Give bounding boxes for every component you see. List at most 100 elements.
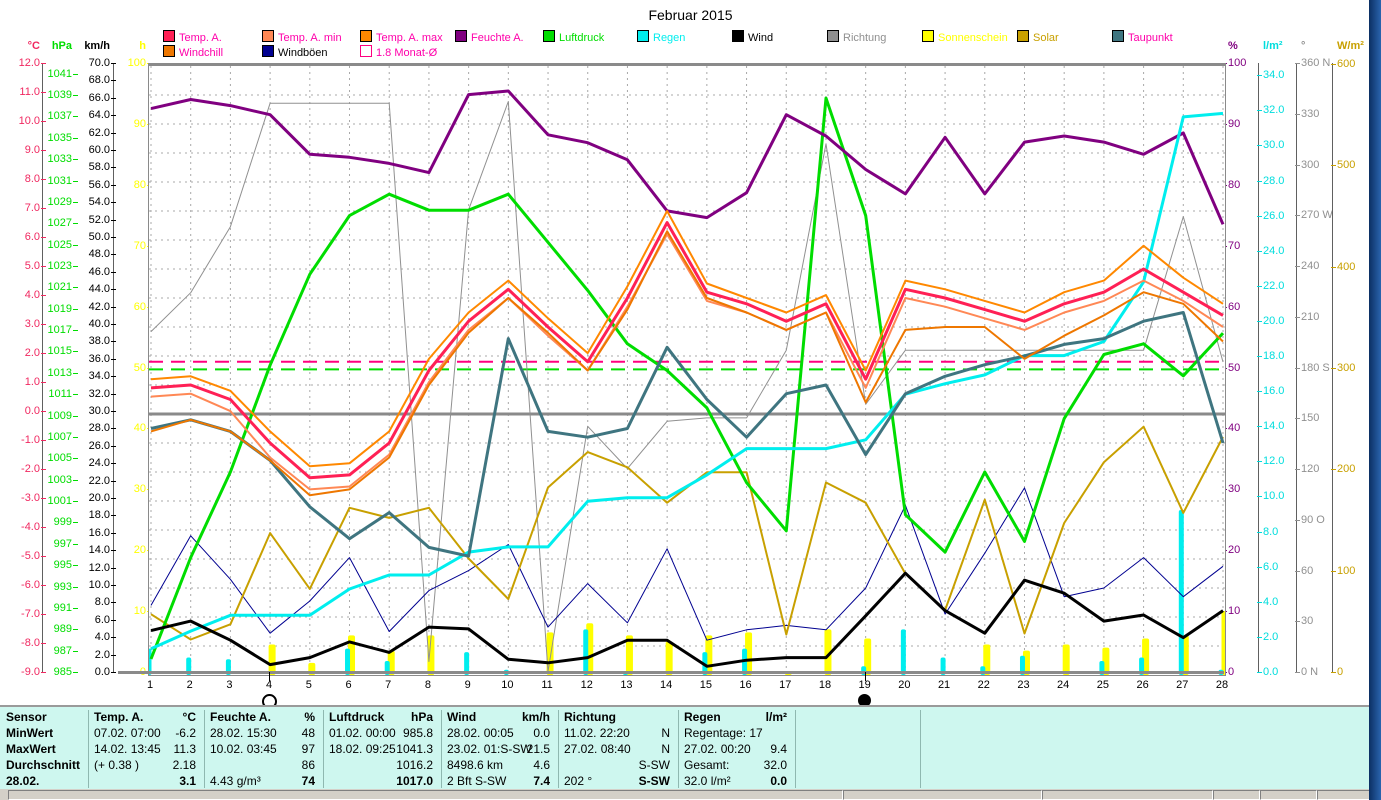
- axis-tick-dir: 0 N: [1301, 666, 1319, 678]
- axis-tick-temp: 11.0: [19, 86, 40, 98]
- axis-tick-wind: 26.0: [88, 439, 110, 452]
- axis-tick-press: 999: [53, 516, 72, 529]
- axis-tick-press: 1011: [48, 388, 72, 401]
- series-wind: [150, 571, 1224, 668]
- axis-tick-sun: 80: [133, 178, 146, 191]
- axis-tickmark-wind: [111, 463, 116, 465]
- x-axis-day-label: 17: [779, 679, 792, 691]
- axis-tickmark-press: [73, 287, 78, 289]
- series-solar: [150, 425, 1224, 641]
- axis-tick-temp: -5.0: [21, 550, 40, 562]
- axis-tick-rain: 0.0: [1263, 666, 1279, 678]
- axis-tickmark-wind: [111, 167, 116, 169]
- axis-tick-temp: 10.0: [18, 115, 40, 127]
- table-cell-text: 01.02. 00:00: [329, 726, 396, 740]
- axis-tick-hum: 10: [1228, 605, 1241, 618]
- x-axis-day-label: 5: [305, 679, 312, 691]
- table-header-richtung: Richtung: [564, 710, 616, 724]
- axis-tickmark-wind: [111, 202, 116, 204]
- axis-tickmark-wind: [111, 376, 116, 378]
- axis-tick-wind: 10.0: [88, 579, 110, 591]
- axis-tickmark-wind: [111, 445, 116, 447]
- axis-tickmark-solar: [1331, 368, 1336, 369]
- axis-tickmark-rain: [1257, 531, 1262, 533]
- axis-tickmark-wind: [111, 480, 116, 482]
- axis-tick-press: 1007: [47, 430, 72, 443]
- axis-tickmark-dir: [1295, 215, 1300, 217]
- axis-tickmark-press: [73, 159, 78, 161]
- axis-tick-wind: 52.0: [88, 213, 110, 226]
- legend-item-regen: Regen: [637, 30, 685, 44]
- table-cell-text: 8498.6 km: [447, 758, 504, 772]
- axis-tick-wind: 40.0: [88, 318, 110, 330]
- axis-tick-press: 1017: [47, 324, 72, 337]
- axis-tick-wind: 32.0: [88, 387, 110, 400]
- bar-regen: [345, 648, 351, 675]
- axis-tick-press: 1033: [47, 153, 72, 166]
- axis-tick-press: 1001: [47, 495, 72, 508]
- x-axis-baseline: [118, 671, 1224, 674]
- table-cell-value: 11.3: [173, 742, 196, 756]
- x-axis-day-label: 28: [1215, 679, 1229, 691]
- axis-tickmark-press: [73, 650, 78, 652]
- axis-tickmark-temp: [41, 63, 46, 64]
- series-temp-a-: [150, 221, 1224, 480]
- bar-regen: [900, 629, 906, 675]
- axis-tickmark-wind: [111, 672, 116, 673]
- table-column-separator: [558, 710, 559, 788]
- status-bar-panel-1: [8, 790, 843, 800]
- legend-swatch-icon: [262, 30, 274, 42]
- x-axis-day-label: 21: [937, 679, 951, 691]
- axis-tick-press: 1039: [47, 89, 72, 102]
- axis-tickmark-wind: [111, 132, 116, 134]
- axis-tick-rain: 12.0: [1263, 455, 1285, 468]
- axis-tick-press: 1021: [47, 281, 72, 294]
- x-axis-day-label: 10: [501, 679, 514, 691]
- table-cell-text: 202 °: [564, 774, 593, 788]
- x-axis-day-label: 18: [818, 679, 832, 691]
- axis-tick-temp: 8.0: [24, 173, 40, 185]
- bar-sonnenschein: [864, 638, 872, 675]
- axis-tick-rain: 30.0: [1263, 139, 1285, 152]
- x-axis-day-label: 16: [739, 679, 752, 691]
- legend-label: Windchill: [179, 47, 224, 59]
- table-row-label: 28.02.: [6, 774, 40, 788]
- axis-tickmark-rain: [1257, 356, 1262, 358]
- axis-tick-solar: 500: [1337, 159, 1356, 172]
- axis-tickmark-press: [73, 501, 78, 503]
- axis-tickmark-temp: [41, 179, 46, 180]
- weather-chart-canvas: [146, 66, 1229, 675]
- axis-line-temp: [42, 63, 43, 672]
- axis-tick-sun: 30: [133, 483, 146, 496]
- table-cell-text: 4.43 g/m³: [210, 774, 261, 788]
- x-axis-day-label: 25: [1096, 679, 1109, 691]
- axis-tick-dir: 330: [1301, 107, 1320, 120]
- legend-label: Windböen: [278, 47, 328, 59]
- bar-regen: [1178, 510, 1184, 675]
- legend-item-taupunkt: Taupunkt: [1112, 30, 1173, 44]
- axis-tick-wind: 38.0: [88, 335, 110, 348]
- bar-sonnenschein: [427, 635, 435, 675]
- axis-tick-temp: 1.0: [24, 376, 40, 388]
- axis-tick-press: 993: [53, 580, 72, 593]
- legend-label: Feuchte A.: [471, 32, 524, 44]
- axis-tick-rain: 4.0: [1263, 595, 1279, 608]
- legend-swatch-icon: [360, 30, 372, 42]
- axis-tick-sun: 10: [133, 605, 146, 618]
- axis-tick-dir: 240: [1301, 260, 1320, 272]
- x-axis-day-label: 3: [226, 679, 233, 691]
- legend-item-windchill: Windchill: [163, 45, 224, 59]
- axis-tickmark-solar: [1331, 469, 1336, 471]
- axis-tick-temp: -9.0: [21, 666, 40, 678]
- axis-tickmark-wind: [111, 271, 116, 273]
- axis-tickmark-wind: [111, 411, 116, 412]
- table-column-separator: [441, 710, 442, 788]
- table-cell-text: 10.02. 03:45: [210, 742, 277, 756]
- legend-swatch-icon: [922, 30, 934, 42]
- axis-tick-sun: 60: [133, 300, 146, 313]
- axis-tickmark-press: [73, 586, 78, 588]
- axis-tick-wind: 44.0: [88, 283, 110, 296]
- axis-line-wind: [113, 63, 114, 672]
- status-bar-panel-3: [1042, 790, 1213, 800]
- axis-tick-wind: 50.0: [88, 231, 110, 243]
